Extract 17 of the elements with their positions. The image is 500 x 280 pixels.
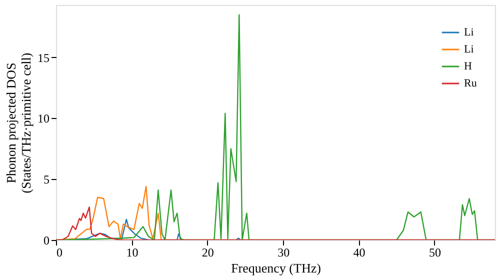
legend-label: Ru	[464, 78, 478, 90]
x-tick-label: 30	[278, 246, 290, 260]
y-tick-label: 10	[38, 112, 50, 126]
legend-label: Li	[464, 44, 474, 56]
x-axis-title: Frequency (THz)	[231, 260, 321, 276]
line-series	[56, 206, 495, 240]
x-tick-label: 10	[126, 246, 138, 260]
x-tick-label: 50	[428, 246, 441, 260]
legend-label: H	[464, 60, 472, 72]
y-tick-label: 15	[38, 50, 50, 65]
y-tick-label: 5	[44, 172, 50, 187]
y-tick-label: 0	[44, 234, 50, 248]
x-tick-label: 40	[353, 246, 366, 260]
legend-label: Li	[464, 26, 474, 38]
y-axis-title: Phonon projected DOS (States/THz·primitive cell)	[4, 52, 34, 194]
x-tick-label: 0	[56, 246, 62, 260]
x-tick-label: 20	[202, 246, 214, 260]
